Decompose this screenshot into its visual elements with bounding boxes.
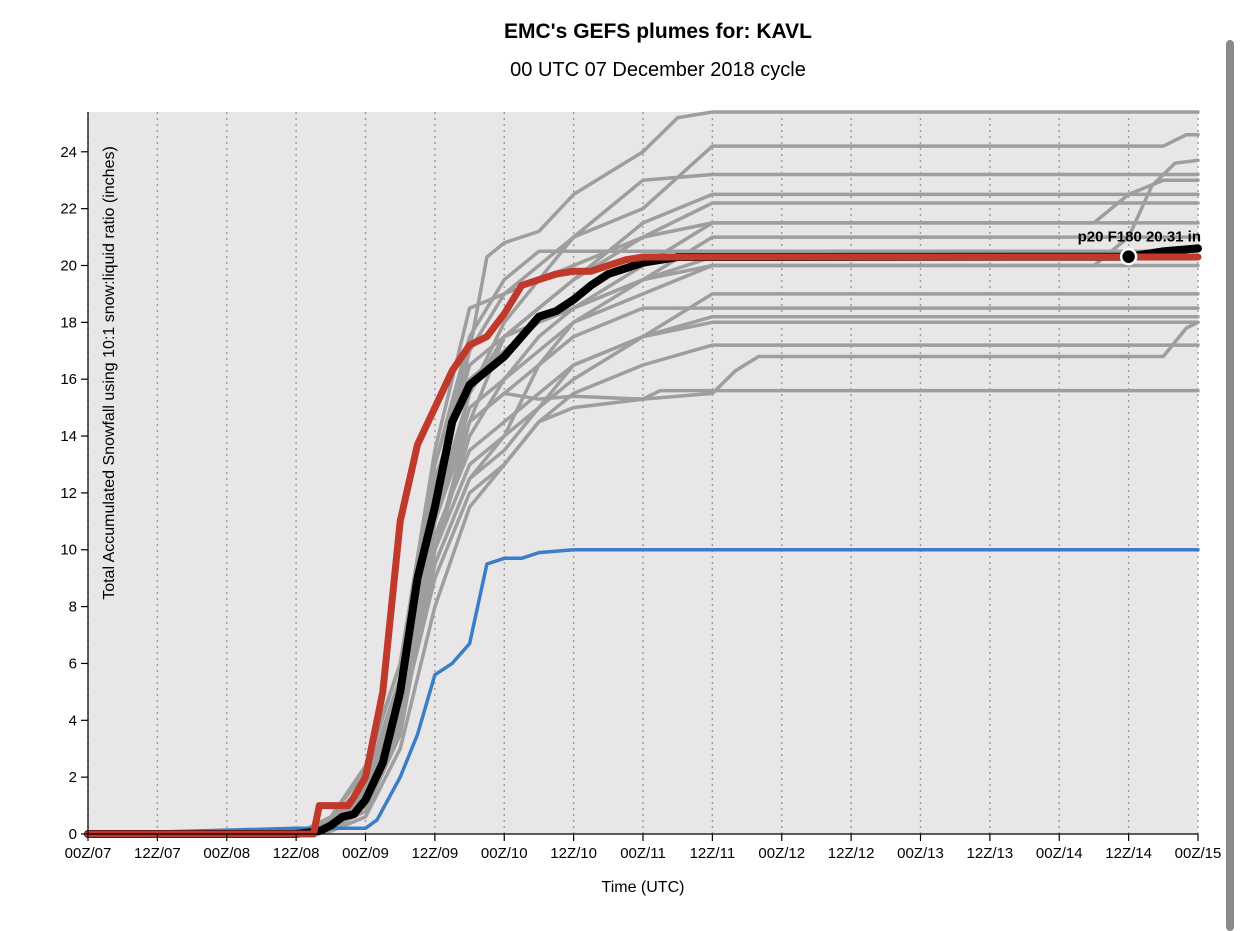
y-tick-label: 16 bbox=[60, 371, 77, 388]
series-line-gray-16 bbox=[86, 132, 1200, 836]
series-line-gray-12 bbox=[86, 320, 1200, 836]
x-tick-label: 00Z/13 bbox=[897, 845, 944, 862]
x-tick-label: 00Z/15 bbox=[1175, 845, 1222, 862]
x-tick-label: 00Z/07 bbox=[65, 845, 112, 862]
y-tick-label: 10 bbox=[60, 542, 77, 559]
y-tick-label: 22 bbox=[60, 201, 77, 218]
vertical-scrollbar[interactable] bbox=[1226, 40, 1234, 931]
y-tick-label: 0 bbox=[69, 826, 77, 843]
y-tick-label: 14 bbox=[60, 428, 77, 445]
y-tick-label: 6 bbox=[69, 655, 77, 672]
x-tick-label: 12Z/13 bbox=[967, 845, 1014, 862]
x-tick-label: 00Z/14 bbox=[1036, 845, 1083, 862]
x-tick-label: 12Z/08 bbox=[273, 845, 320, 862]
x-tick-label: 12Z/10 bbox=[550, 845, 597, 862]
x-axis-label: Time (UTC) bbox=[602, 879, 685, 896]
y-tick-label: 8 bbox=[69, 599, 77, 616]
series-line-blue-19 bbox=[86, 547, 1200, 836]
x-gridlines bbox=[87, 112, 1199, 834]
x-tick-label: 12Z/12 bbox=[828, 845, 875, 862]
x-tick-label: 00Z/11 bbox=[620, 845, 666, 862]
x-tick-label: 12Z/07 bbox=[134, 845, 181, 862]
x-tick-label: 00Z/09 bbox=[342, 845, 389, 862]
annotation-label: p20 F180 20.31 in bbox=[1078, 229, 1201, 246]
y-tick-label: 20 bbox=[60, 257, 77, 274]
y-tick-label: 18 bbox=[60, 314, 77, 331]
y-axis-label: Total Accumulated Snowfall using 10:1 sn… bbox=[101, 146, 118, 600]
y-tick-label: 24 bbox=[60, 144, 77, 161]
x-axis: 00Z/07 12Z/07 00Z/08 12Z/08 00Z/09 12Z/09 00Z/… bbox=[65, 833, 1222, 862]
y-tick-label: 12 bbox=[60, 485, 77, 502]
chart-title: EMC's GEFS plumes for: KAVL bbox=[504, 20, 812, 43]
x-tick-label: 12Z/14 bbox=[1105, 845, 1152, 862]
x-tick-label: 00Z/12 bbox=[758, 845, 805, 862]
y-tick-label: 4 bbox=[69, 712, 77, 729]
x-tick-label: 12Z/09 bbox=[412, 845, 459, 862]
x-tick-label: 00Z/10 bbox=[481, 845, 528, 862]
annotation-marker bbox=[1119, 247, 1138, 266]
series-line-red-21 bbox=[84, 253, 1202, 838]
series-layer bbox=[84, 110, 1202, 838]
chart-subtitle: 00 UTC 07 December 2018 cycle bbox=[510, 59, 806, 81]
y-tick-label: 2 bbox=[69, 769, 77, 786]
annotation: p20 F180 20.31 in bbox=[1078, 229, 1201, 266]
x-tick-label: 00Z/08 bbox=[203, 845, 250, 862]
x-tick-label: 12Z/11 bbox=[690, 845, 736, 862]
